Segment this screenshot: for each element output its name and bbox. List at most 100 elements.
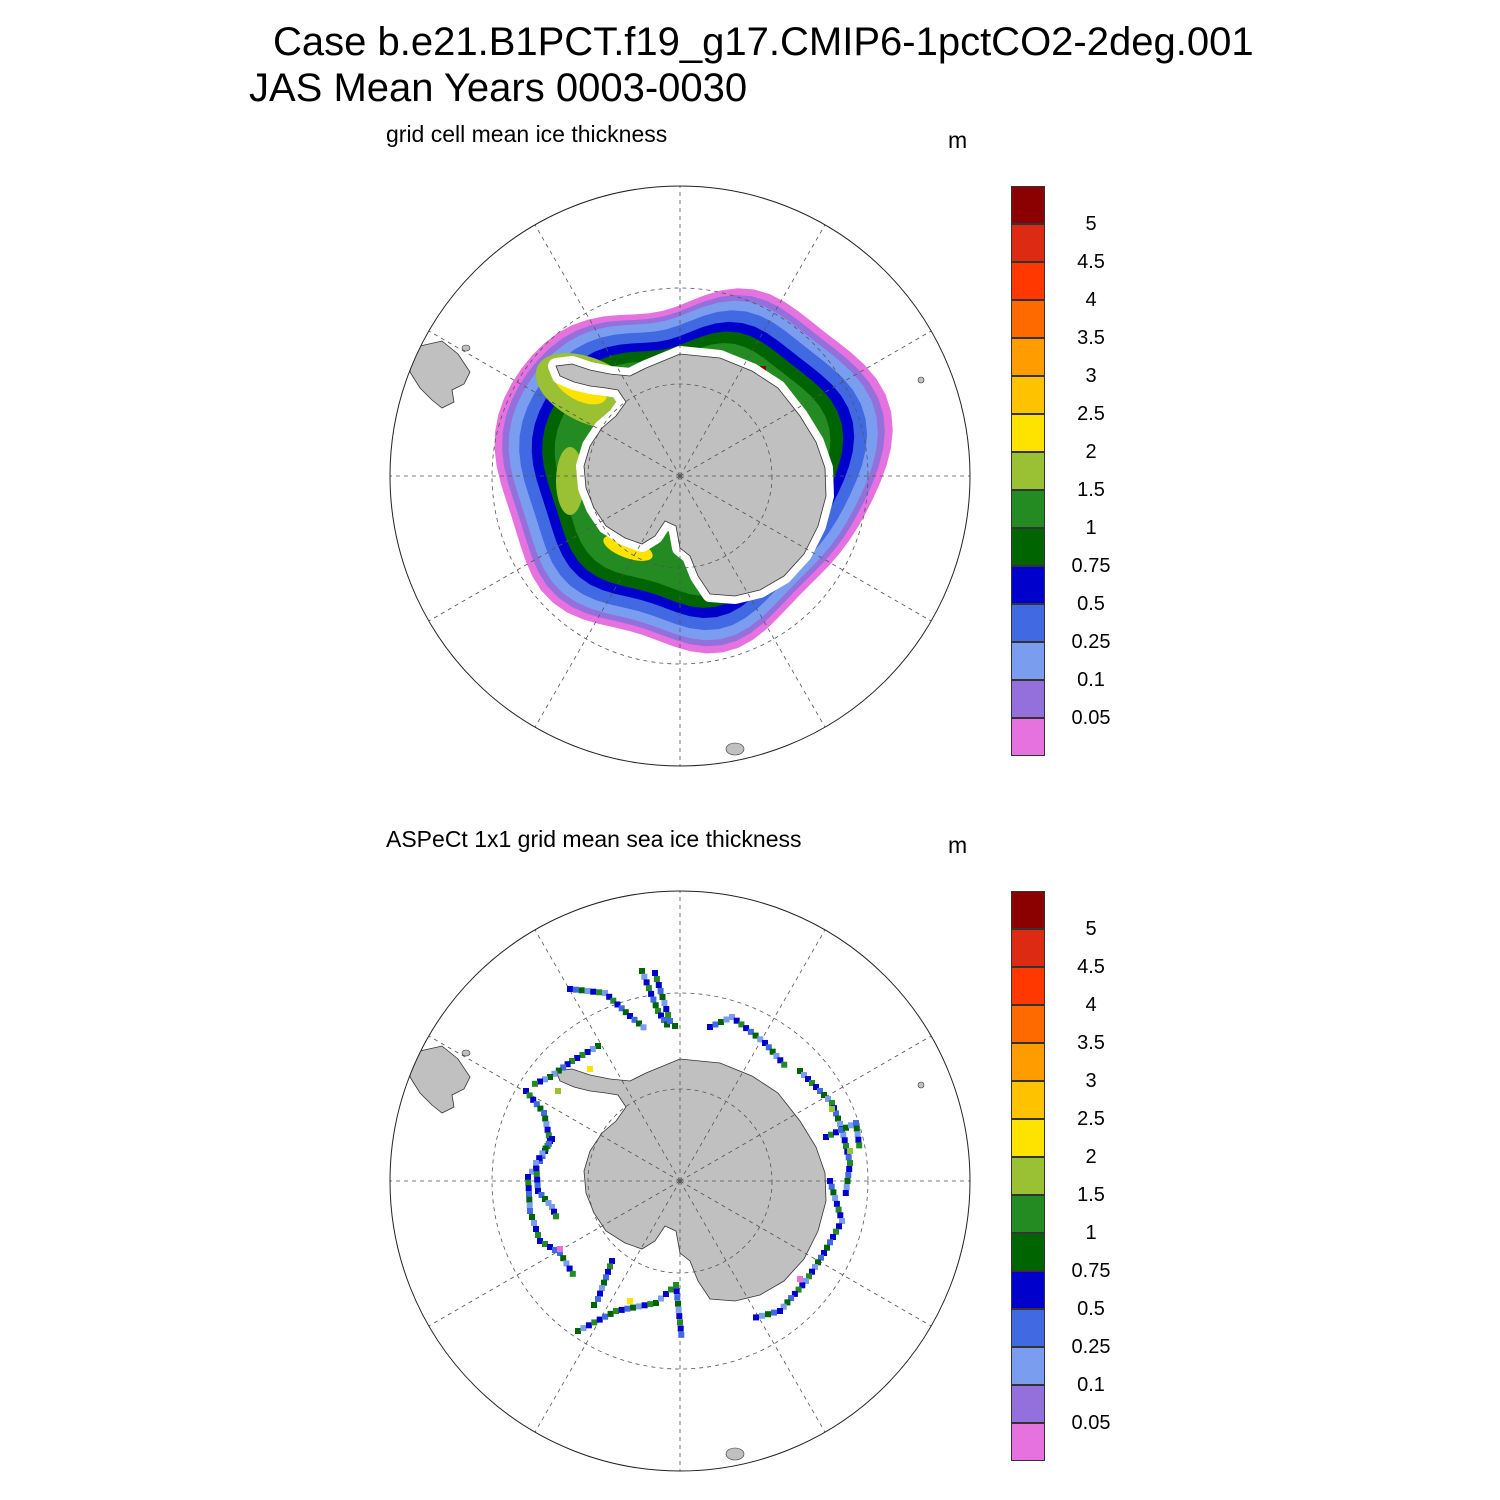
track-cell bbox=[525, 1185, 532, 1192]
track-cell bbox=[624, 1305, 631, 1312]
track-cell bbox=[765, 1311, 771, 1318]
colorbar-swatch bbox=[1011, 642, 1045, 680]
track-cell bbox=[773, 1053, 780, 1059]
colorbar-tick-label: 2 bbox=[1085, 1146, 1097, 1168]
colorbar-tick-label: 2.5 bbox=[1077, 1108, 1105, 1130]
track-cell bbox=[759, 1312, 765, 1319]
track-cell bbox=[839, 1218, 845, 1224]
track-cell bbox=[523, 1088, 529, 1094]
meridian-line bbox=[679, 475, 826, 728]
colorbar-tick-label: 4 bbox=[1085, 289, 1097, 311]
panel-1-colorbar: 5 4.5 4 3.5 3 2.5 2 1.5 1 0.75 0.5 0.25 0.1 0.05 bbox=[1011, 186, 1161, 756]
meridian-line bbox=[679, 1035, 932, 1182]
track-cell bbox=[602, 990, 608, 996]
track-cell bbox=[830, 1234, 836, 1240]
track-cell bbox=[544, 1126, 551, 1133]
colorbar-tick-label: 2 bbox=[1085, 441, 1097, 463]
meridian-line bbox=[679, 1180, 826, 1433]
track-cell bbox=[533, 1171, 540, 1178]
track-cell bbox=[753, 1314, 759, 1321]
colorbar-tick-label: 3.5 bbox=[1077, 327, 1105, 349]
track-cell bbox=[602, 1313, 609, 1320]
colorbar-tick-label: 0.75 bbox=[1071, 1260, 1111, 1282]
track-cell bbox=[829, 1100, 835, 1106]
colorbar-tick-label: 1.5 bbox=[1077, 1184, 1105, 1206]
meridian-line bbox=[428, 330, 681, 477]
track-cell bbox=[833, 1129, 839, 1136]
track-cell bbox=[622, 1009, 629, 1016]
track-cell bbox=[846, 1166, 853, 1172]
track-cell bbox=[647, 1301, 654, 1308]
track-cell bbox=[659, 994, 666, 1000]
track-cell bbox=[707, 1024, 713, 1030]
track-cell bbox=[837, 1212, 844, 1219]
colorbar-tick-label: 0.1 bbox=[1077, 669, 1105, 691]
track-cell bbox=[542, 1196, 548, 1202]
track-cell bbox=[813, 1084, 819, 1090]
colorbar-tick-label: 5 bbox=[1085, 918, 1097, 940]
south-america-landmass bbox=[409, 340, 471, 409]
colorbar-swatch bbox=[1011, 1081, 1045, 1119]
colorbar-tick-label: 0.25 bbox=[1071, 631, 1111, 653]
track-cell bbox=[549, 1136, 555, 1142]
track-cell bbox=[526, 1092, 533, 1099]
track-cell bbox=[553, 1213, 559, 1220]
track-cell bbox=[610, 997, 617, 1004]
track-cell bbox=[652, 1002, 659, 1009]
track-cell bbox=[549, 1204, 555, 1210]
track-cell bbox=[533, 1165, 540, 1172]
track-cell bbox=[526, 1191, 532, 1197]
kerguelen-island bbox=[917, 1081, 925, 1089]
track-cell bbox=[534, 1182, 541, 1189]
colorbar-tick-label: 1 bbox=[1085, 517, 1097, 539]
track-cell bbox=[564, 1061, 571, 1068]
colorbar-tick-label: 0.05 bbox=[1071, 1412, 1111, 1434]
colorbar-swatch bbox=[1011, 718, 1045, 756]
track-cell bbox=[729, 1014, 735, 1020]
map-content bbox=[409, 288, 925, 756]
track-cell bbox=[823, 1134, 829, 1140]
track-cell bbox=[526, 1202, 533, 1209]
track-cell bbox=[661, 1017, 667, 1023]
track-cell bbox=[675, 1306, 682, 1313]
track-cell bbox=[574, 1055, 581, 1061]
track-cell bbox=[529, 1214, 535, 1220]
track-cell bbox=[835, 1206, 842, 1213]
track-cell bbox=[723, 1016, 730, 1023]
track-cell bbox=[840, 1131, 847, 1138]
track-cell bbox=[675, 1300, 681, 1307]
track-cell bbox=[771, 1309, 777, 1316]
track-cell bbox=[837, 1120, 843, 1127]
tasmania-island bbox=[725, 1447, 745, 1461]
track-cell bbox=[743, 1025, 750, 1032]
antarctica-landmass bbox=[555, 1058, 827, 1302]
track-cell bbox=[780, 1303, 787, 1310]
track-cell bbox=[545, 1132, 552, 1139]
colorbar-swatch bbox=[1011, 338, 1045, 376]
track-cell bbox=[541, 1110, 547, 1116]
track-cell bbox=[537, 1238, 543, 1244]
track-cell bbox=[536, 1155, 543, 1162]
meridian-line bbox=[679, 1180, 932, 1327]
track-cell bbox=[829, 1106, 835, 1112]
colorbar-swatch bbox=[1011, 967, 1045, 1005]
meridian-line bbox=[679, 224, 826, 477]
track-cell bbox=[845, 1154, 852, 1161]
track-cell bbox=[607, 1263, 613, 1270]
track-cell bbox=[591, 1302, 597, 1308]
map-boundary bbox=[389, 890, 971, 1472]
track-cell bbox=[847, 1160, 853, 1166]
track-cell bbox=[762, 1040, 768, 1046]
track-cell bbox=[545, 1140, 552, 1147]
track-cell bbox=[843, 1184, 850, 1190]
track-cell bbox=[843, 1124, 849, 1131]
track-cell bbox=[672, 1023, 678, 1029]
track-cell bbox=[817, 1088, 823, 1094]
colorbar-tick-label: 3 bbox=[1085, 1070, 1097, 1092]
track-cell bbox=[673, 1282, 679, 1288]
track-cell bbox=[595, 1043, 601, 1049]
track-cell bbox=[639, 968, 645, 974]
track-cell bbox=[640, 1024, 647, 1031]
track-cell bbox=[572, 986, 579, 993]
colorbar-tick-label: 0.25 bbox=[1071, 1336, 1111, 1358]
